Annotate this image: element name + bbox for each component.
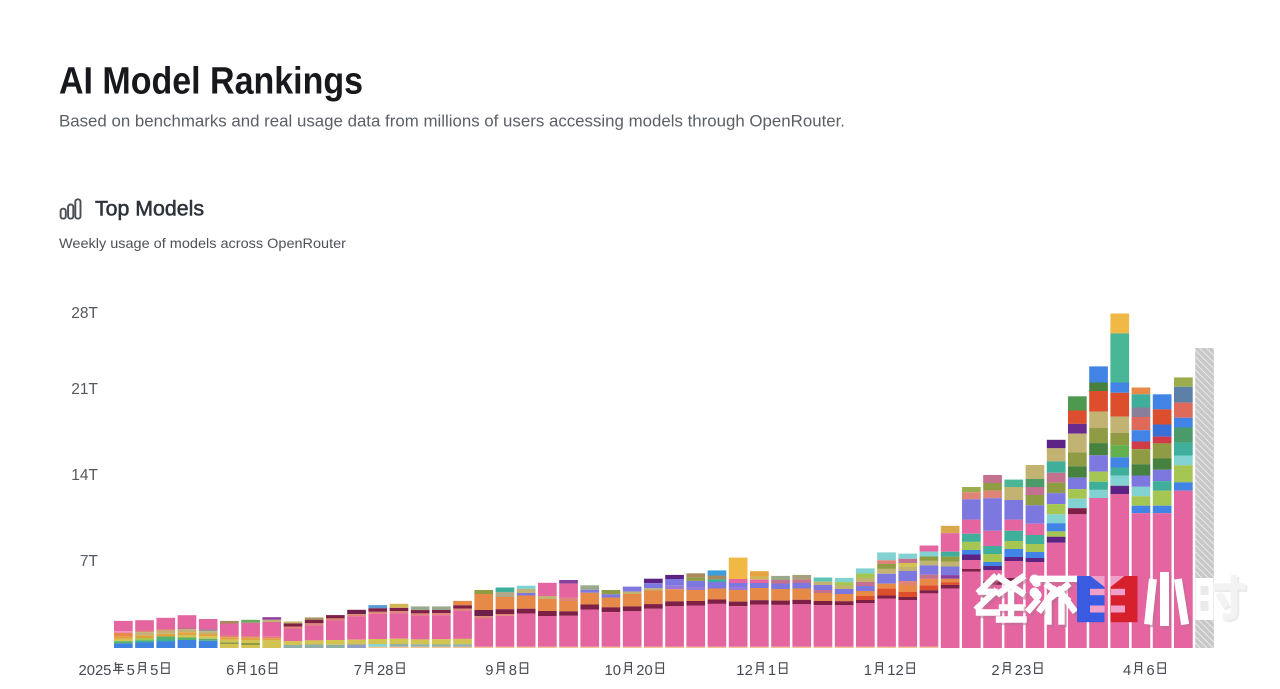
svg-text:1: 1 — [864, 663, 872, 679]
svg-text:4: 4 — [1123, 663, 1131, 679]
svg-text:Weekly usage of models across: Weekly usage of models across OpenRouter — [59, 235, 346, 251]
svg-text:12: 12 — [736, 663, 753, 679]
svg-text:12: 12 — [887, 663, 904, 679]
svg-text:6: 6 — [1146, 663, 1154, 679]
svg-text:28: 28 — [377, 663, 394, 679]
svg-text:6: 6 — [226, 663, 234, 679]
svg-text:16: 16 — [250, 663, 267, 679]
svg-text:23: 23 — [1015, 663, 1032, 679]
svg-text:10: 10 — [605, 663, 622, 679]
svg-text:8: 8 — [509, 663, 517, 679]
svg-text:2025: 2025 — [79, 663, 112, 679]
svg-text:AI Model Rankings: AI Model Rankings — [59, 61, 363, 103]
svg-text:21T: 21T — [71, 381, 98, 398]
svg-text:7: 7 — [354, 663, 362, 679]
svg-text:Top Models: Top Models — [95, 198, 204, 221]
svg-text:5: 5 — [127, 663, 135, 679]
svg-text:5: 5 — [150, 663, 158, 679]
svg-text:1: 1 — [768, 663, 776, 679]
svg-text:Based on benchmarks and real u: Based on benchmarks and real usage data … — [59, 113, 845, 131]
svg-text:28T: 28T — [71, 305, 98, 322]
svg-text:9: 9 — [485, 663, 493, 679]
svg-text:20: 20 — [636, 663, 653, 679]
svg-text:7T: 7T — [80, 553, 99, 570]
svg-text:2: 2 — [991, 663, 999, 679]
svg-text:14T: 14T — [71, 467, 98, 484]
